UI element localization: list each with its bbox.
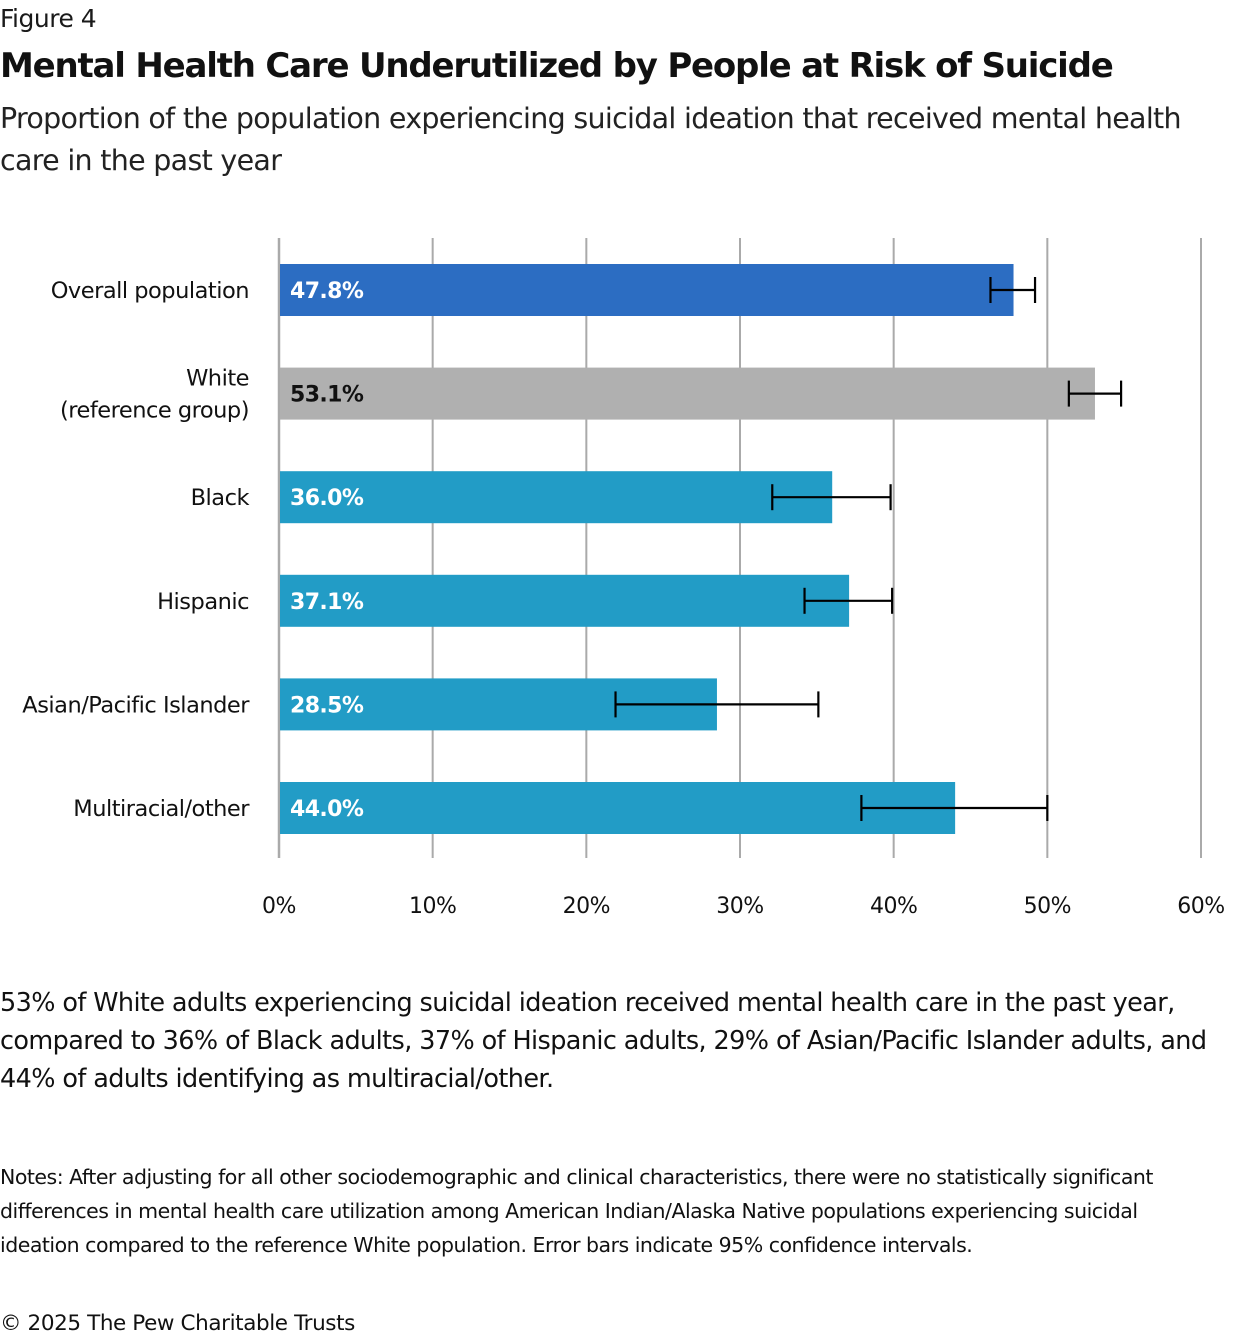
category-label: (reference group) [60,398,249,424]
bar-data-label: 47.8% [290,279,364,304]
category-label: White [186,366,249,392]
bar-data-label: 28.5% [290,693,364,718]
error-bar [860,795,1049,821]
gridlines [277,238,1202,858]
bar [280,574,850,627]
bar [280,782,956,834]
chart-subtitle: Proportion of the population experiencin… [0,102,1182,177]
bar [280,367,1095,420]
chart-notes: Notes: After adjusting for all other soc… [0,1165,1153,1257]
category-label: Overall population [51,278,249,304]
x-tick-label: 0% [262,894,296,919]
error-bar [614,691,820,718]
chart-summary: 53% of White adults experiencing suicida… [0,988,1207,1094]
x-axis-tick-labels: 0% 10% 20% 30% 40% 50% 60% [262,894,1225,919]
category-label: Black [191,485,250,511]
bar-data-label: 36.0% [290,486,364,511]
x-tick-label: 20% [563,894,610,919]
x-tick-label: 60% [1177,894,1224,919]
bar-data-labels: 47.8% 53.1% 36.0% 37.1% 28.5% 44.0% [290,279,364,822]
x-tick-label: 40% [870,894,917,919]
bar-data-label: 53.1% [290,383,364,408]
error-bar [989,277,1037,303]
copyright: © 2025 The Pew Charitable Trusts [0,1311,355,1336]
bar-data-label: 37.1% [290,590,364,615]
x-tick-label: 30% [716,894,763,919]
error-bars [614,277,1123,821]
bars [280,264,1095,834]
bar [280,264,1014,316]
category-label: Hispanic [157,589,249,615]
error-bar [771,484,892,511]
bar [280,471,833,524]
figure-label: Figure 4 [0,4,97,33]
error-bar [803,587,894,614]
error-bar [1067,380,1123,407]
x-tick-label: 50% [1024,894,1071,919]
category-labels: Overall population White (reference group)… [22,278,250,822]
bar-chart: 47.8% 53.1% 36.0% 37.1% 28.5% 44.0% Overall p… [22,238,1225,919]
category-label: Multiracial/other [73,796,250,822]
category-label: Asian/Pacific Islander [22,692,250,718]
x-tick-label: 10% [409,894,456,919]
chart-title: Mental Health Care Underutilized by Peop… [0,46,1114,86]
bar-data-label: 44.0% [290,797,364,822]
